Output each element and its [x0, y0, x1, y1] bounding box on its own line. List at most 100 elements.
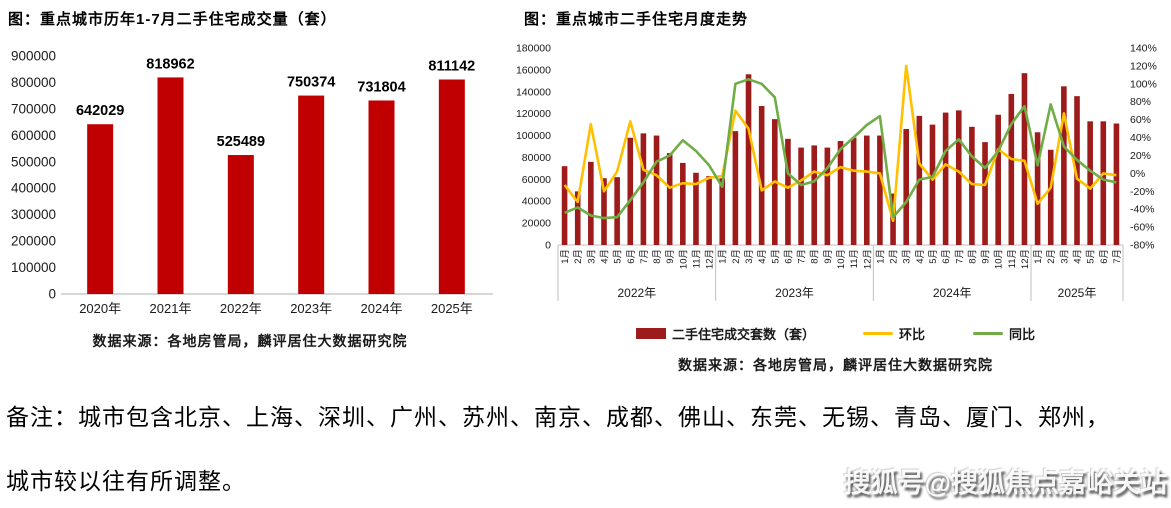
svg-text:140000: 140000: [516, 86, 551, 98]
svg-text:2月: 2月: [1046, 249, 1057, 264]
svg-text:10月: 10月: [836, 249, 847, 269]
left-chart-title: 图：重点城市历年1-7月二手住宅成交量（套）: [8, 11, 337, 28]
huanbi-line-swatch-icon: [862, 332, 893, 335]
svg-text:1月: 1月: [718, 249, 729, 264]
watermark: 搜狐号@搜狐焦点嘉峪关站: [843, 468, 1167, 498]
svg-text:10月: 10月: [994, 249, 1005, 269]
svg-text:1月: 1月: [560, 249, 571, 264]
svg-text:100000: 100000: [516, 130, 551, 142]
svg-text:4月: 4月: [1073, 249, 1084, 264]
svg-text:60000: 60000: [522, 174, 551, 186]
svg-text:80%: 80%: [1130, 96, 1151, 108]
svg-text:12月: 12月: [1020, 249, 1031, 269]
svg-text:180000: 180000: [516, 43, 551, 55]
legend-item-huanbi: 环比: [862, 324, 925, 343]
svg-text:2025年: 2025年: [1058, 286, 1097, 300]
svg-text:2023年: 2023年: [290, 301, 332, 316]
svg-text:160000: 160000: [516, 64, 551, 76]
svg-text:2020年: 2020年: [79, 301, 121, 316]
svg-text:400000: 400000: [11, 181, 56, 196]
svg-text:8月: 8月: [967, 249, 978, 264]
svg-text:0: 0: [545, 240, 551, 252]
svg-text:12月: 12月: [705, 249, 716, 269]
svg-text:11月: 11月: [849, 249, 860, 268]
svg-text:40000: 40000: [522, 196, 551, 208]
volume-bar-swatch-icon: [635, 328, 666, 339]
svg-text:80000: 80000: [522, 152, 551, 164]
svg-text:2023年: 2023年: [775, 286, 814, 300]
note-line-2: 城市较以往有所调整。: [6, 469, 246, 494]
svg-text:900000: 900000: [11, 49, 56, 64]
note-line-1: 备注：城市包含北京、上海、深圳、广州、苏州、南京、成都、佛山、东莞、无锡、青岛、…: [6, 405, 1110, 430]
svg-text:5月: 5月: [1086, 249, 1097, 264]
legend-huanbi-label: 环比: [898, 327, 925, 342]
svg-text:200000: 200000: [11, 234, 56, 249]
legend-volume-label: 二手住宅成交套数（套）: [671, 327, 815, 342]
svg-text:9月: 9月: [665, 249, 676, 264]
svg-text:5月: 5月: [770, 249, 781, 264]
svg-text:6月: 6月: [626, 249, 637, 264]
svg-text:4月: 4月: [599, 249, 610, 264]
svg-text:3月: 3月: [902, 249, 913, 264]
svg-text:9月: 9月: [823, 249, 834, 264]
legend-item-volume: 二手住宅成交套数（套）: [635, 324, 815, 343]
svg-text:750374: 750374: [287, 75, 335, 91]
svg-text:6月: 6月: [941, 249, 952, 264]
svg-text:-60%: -60%: [1130, 222, 1155, 234]
svg-text:2022年: 2022年: [617, 286, 656, 300]
svg-text:2024年: 2024年: [361, 301, 403, 316]
legend-item-tongbi: 同比: [973, 324, 1035, 343]
svg-text:731804: 731804: [357, 79, 405, 95]
svg-text:7月: 7月: [1112, 249, 1123, 264]
svg-text:642029: 642029: [76, 103, 124, 119]
right-chart-source: 数据来源：各地房管局，麟评居住大数据研究院: [678, 359, 993, 374]
svg-text:4月: 4月: [757, 249, 768, 264]
svg-text:0: 0: [48, 287, 56, 302]
svg-text:811142: 811142: [428, 58, 475, 74]
svg-text:100%: 100%: [1130, 78, 1157, 90]
svg-text:700000: 700000: [11, 101, 56, 116]
svg-text:3月: 3月: [744, 249, 755, 264]
svg-text:500000: 500000: [11, 154, 56, 169]
svg-text:1月: 1月: [1033, 249, 1044, 264]
svg-text:2月: 2月: [573, 249, 584, 264]
svg-text:8月: 8月: [652, 249, 663, 264]
svg-text:2022年: 2022年: [220, 301, 262, 316]
svg-text:525489: 525489: [217, 134, 265, 150]
right-chart-plot: 0 20000 40000 60000 80000 100000 120000 140000 1…: [500, 35, 1171, 310]
right-chart-title: 图：重点城市二手住宅月度走势: [524, 11, 749, 28]
svg-text:20000: 20000: [522, 218, 551, 230]
svg-text:600000: 600000: [11, 128, 56, 143]
svg-text:0%: 0%: [1130, 168, 1145, 180]
svg-text:12月: 12月: [862, 249, 873, 269]
svg-text:2025年: 2025年: [431, 301, 473, 316]
svg-text:818962: 818962: [146, 56, 194, 72]
svg-text:-40%: -40%: [1130, 204, 1155, 216]
svg-text:7月: 7月: [797, 249, 808, 264]
svg-text:120000: 120000: [516, 108, 551, 120]
svg-text:11月: 11月: [691, 249, 702, 268]
svg-text:4月: 4月: [915, 249, 926, 264]
svg-text:-80%: -80%: [1130, 240, 1155, 252]
svg-text:120%: 120%: [1130, 60, 1157, 72]
svg-text:11月: 11月: [1007, 249, 1018, 268]
svg-text:2月: 2月: [731, 249, 742, 264]
svg-text:-20%: -20%: [1130, 186, 1155, 198]
svg-text:5月: 5月: [613, 249, 624, 264]
svg-text:2021年: 2021年: [150, 301, 192, 316]
svg-text:100000: 100000: [11, 260, 56, 275]
svg-text:10月: 10月: [678, 249, 689, 269]
svg-text:2024年: 2024年: [933, 286, 972, 300]
svg-text:2月: 2月: [889, 249, 900, 264]
tongbi-line-swatch-icon: [973, 332, 1003, 335]
svg-text:3月: 3月: [586, 249, 597, 264]
svg-text:9月: 9月: [981, 249, 992, 264]
svg-text:300000: 300000: [11, 207, 56, 222]
svg-text:7月: 7月: [954, 249, 965, 264]
svg-text:7月: 7月: [639, 249, 650, 264]
svg-text:40%: 40%: [1130, 132, 1151, 144]
svg-text:6月: 6月: [783, 249, 794, 264]
left-chart-plot: 0 100000 200000 300000 400000 500000 600000 700…: [5, 34, 495, 324]
svg-text:3月: 3月: [1059, 249, 1070, 264]
